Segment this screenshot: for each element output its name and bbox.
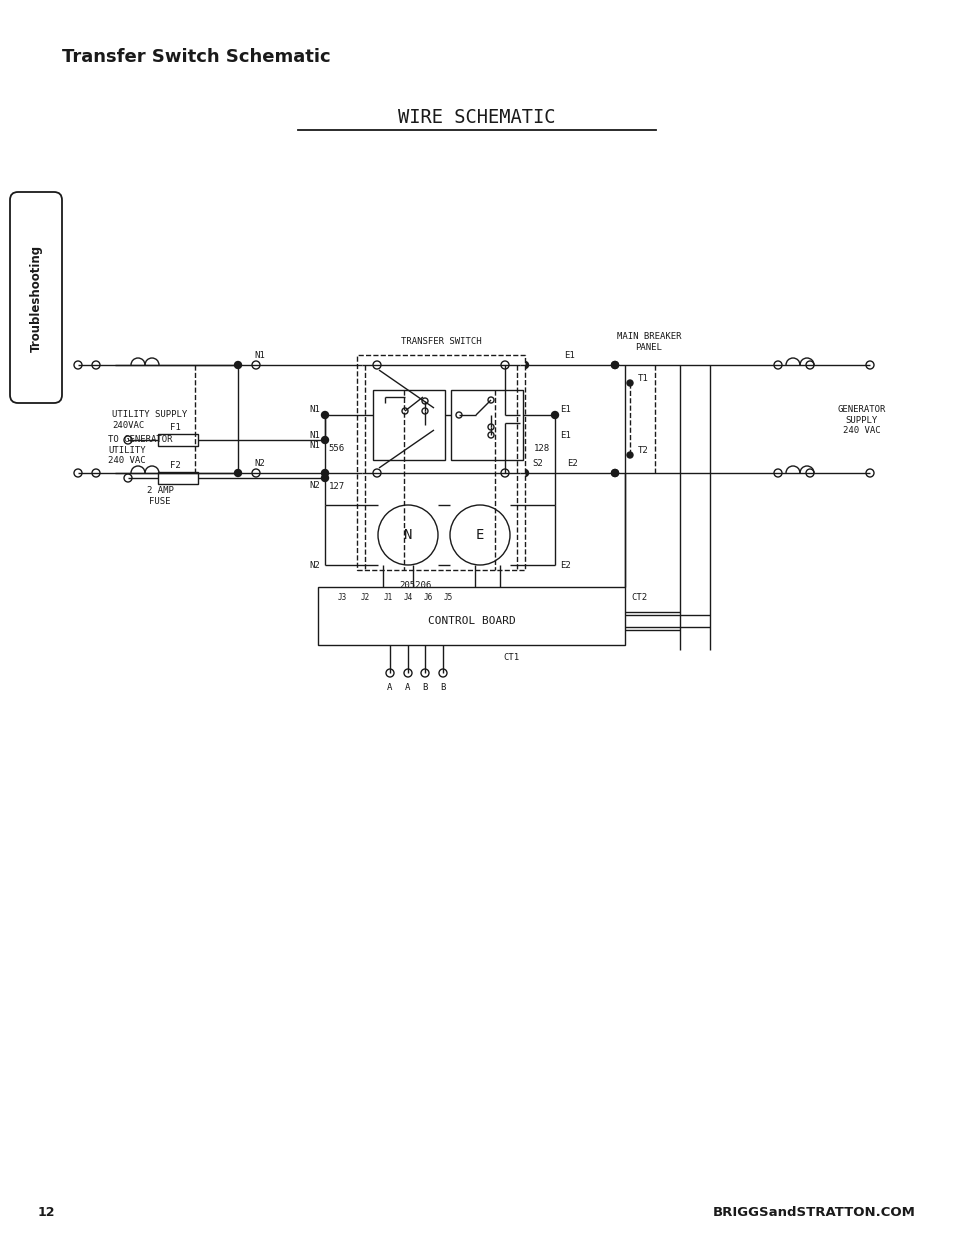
- Text: N1: N1: [309, 441, 319, 450]
- Text: J3: J3: [337, 593, 346, 601]
- Text: J5: J5: [443, 593, 452, 601]
- Text: N: N: [403, 529, 412, 542]
- Text: N1: N1: [254, 351, 265, 359]
- Text: J2: J2: [360, 593, 369, 601]
- Text: 205206: 205206: [398, 580, 431, 589]
- Text: WIRE SCHEMATIC: WIRE SCHEMATIC: [397, 107, 556, 126]
- Bar: [373, 390, 444, 459]
- FancyBboxPatch shape: [10, 191, 62, 403]
- Circle shape: [611, 362, 618, 368]
- Text: 128: 128: [534, 443, 550, 452]
- Circle shape: [321, 411, 328, 419]
- Text: CT1: CT1: [503, 652, 519, 662]
- Circle shape: [321, 474, 328, 482]
- Text: E: E: [476, 529, 484, 542]
- Circle shape: [521, 469, 528, 477]
- Text: Transfer Switch Schematic: Transfer Switch Schematic: [62, 48, 331, 65]
- Text: N2: N2: [254, 458, 265, 468]
- Circle shape: [321, 469, 328, 477]
- Text: E2: E2: [567, 458, 578, 468]
- Text: J6: J6: [423, 593, 432, 601]
- Text: N1: N1: [309, 431, 319, 440]
- Text: B: B: [422, 683, 427, 692]
- Text: 127: 127: [329, 482, 345, 490]
- Text: N1: N1: [309, 405, 319, 414]
- Text: B: B: [440, 683, 445, 692]
- Text: TRANSFER SWITCH: TRANSFER SWITCH: [400, 336, 481, 346]
- Text: E2: E2: [559, 561, 570, 569]
- Text: A: A: [405, 683, 410, 692]
- Text: E1: E1: [559, 405, 570, 414]
- Circle shape: [626, 380, 633, 387]
- Text: N2: N2: [309, 480, 319, 489]
- Circle shape: [234, 469, 241, 477]
- Circle shape: [611, 469, 618, 477]
- Bar: [317, 587, 624, 645]
- Text: CT2: CT2: [630, 593, 646, 601]
- Bar: [356, 354, 524, 571]
- Text: F1: F1: [170, 422, 180, 431]
- Text: 2 AMP
FUSE: 2 AMP FUSE: [147, 487, 173, 505]
- Circle shape: [611, 362, 618, 368]
- Bar: [451, 390, 522, 459]
- Text: J4: J4: [403, 593, 413, 601]
- Text: UTILITY SUPPLY
240VAC: UTILITY SUPPLY 240VAC: [112, 410, 187, 430]
- Circle shape: [626, 452, 633, 458]
- Text: 12: 12: [38, 1207, 55, 1219]
- Bar: [158, 433, 198, 446]
- Text: E1: E1: [559, 431, 570, 440]
- Text: J1: J1: [383, 593, 393, 601]
- Circle shape: [321, 436, 328, 443]
- Text: A: A: [387, 683, 393, 692]
- Text: E1: E1: [564, 351, 575, 359]
- Circle shape: [521, 362, 528, 368]
- Circle shape: [611, 469, 618, 477]
- Text: BRIGGSandSTRATTON.COM: BRIGGSandSTRATTON.COM: [713, 1207, 915, 1219]
- Text: GENERATOR
SUPPLY
240 VAC: GENERATOR SUPPLY 240 VAC: [837, 405, 885, 435]
- Text: CONTROL BOARD: CONTROL BOARD: [427, 616, 515, 626]
- Text: F2: F2: [170, 461, 180, 469]
- Circle shape: [234, 362, 241, 368]
- Text: Troubleshooting: Troubleshooting: [30, 245, 43, 352]
- Text: S2: S2: [532, 458, 543, 468]
- Bar: [158, 472, 198, 484]
- Circle shape: [551, 411, 558, 419]
- Text: T1: T1: [638, 373, 648, 383]
- Text: TO GENERATOR
UTILITY
240 VAC: TO GENERATOR UTILITY 240 VAC: [108, 435, 172, 464]
- Text: MAIN BREAKER
PANEL: MAIN BREAKER PANEL: [616, 332, 680, 352]
- Text: N2: N2: [309, 561, 319, 569]
- Text: T2: T2: [638, 446, 648, 454]
- Text: 556: 556: [329, 443, 345, 452]
